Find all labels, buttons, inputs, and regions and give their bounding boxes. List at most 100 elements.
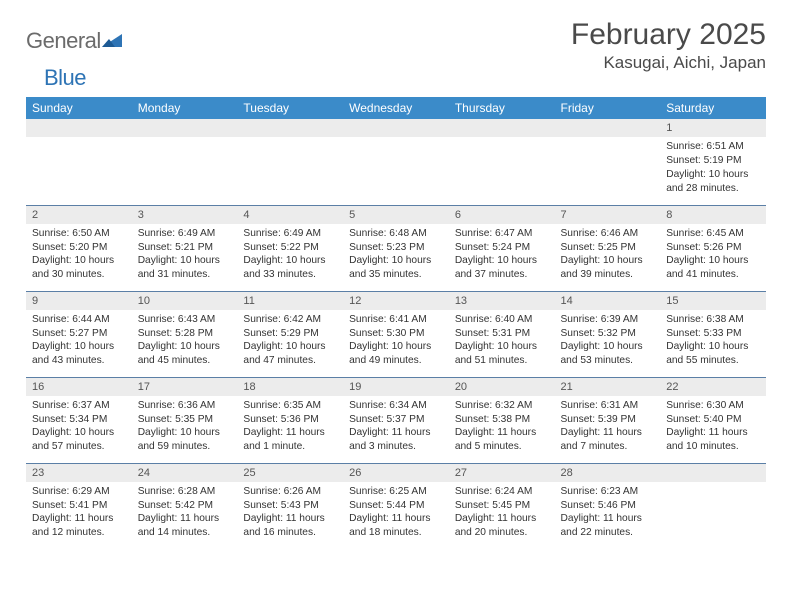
calendar-day-cell: 5Sunrise: 6:48 AMSunset: 5:23 PMDaylight… bbox=[343, 205, 449, 291]
day-details: Sunrise: 6:32 AMSunset: 5:38 PMDaylight:… bbox=[449, 396, 555, 458]
sunrise-text: Sunrise: 6:46 AM bbox=[561, 227, 655, 241]
daylight-text: Daylight: 10 hours and 31 minutes. bbox=[138, 254, 232, 282]
calendar-day-cell: 9Sunrise: 6:44 AMSunset: 5:27 PMDaylight… bbox=[26, 291, 132, 377]
sunset-text: Sunset: 5:25 PM bbox=[561, 241, 655, 255]
weekday-header-row: Sunday Monday Tuesday Wednesday Thursday… bbox=[26, 97, 766, 119]
daylight-text: Daylight: 11 hours and 5 minutes. bbox=[455, 426, 549, 454]
calendar-table: Sunday Monday Tuesday Wednesday Thursday… bbox=[26, 97, 766, 549]
day-details: Sunrise: 6:29 AMSunset: 5:41 PMDaylight:… bbox=[26, 482, 132, 544]
day-number: 16 bbox=[26, 378, 132, 396]
sunrise-text: Sunrise: 6:34 AM bbox=[349, 399, 443, 413]
sunset-text: Sunset: 5:38 PM bbox=[455, 413, 549, 427]
calendar-page: General February 2025 Kasugai, Aichi, Ja… bbox=[0, 0, 792, 549]
calendar-day-cell: 15Sunrise: 6:38 AMSunset: 5:33 PMDayligh… bbox=[660, 291, 766, 377]
sunset-text: Sunset: 5:19 PM bbox=[666, 154, 760, 168]
calendar-day-cell: 24Sunrise: 6:28 AMSunset: 5:42 PMDayligh… bbox=[132, 463, 238, 549]
sunrise-text: Sunrise: 6:32 AM bbox=[455, 399, 549, 413]
daylight-text: Daylight: 10 hours and 41 minutes. bbox=[666, 254, 760, 282]
sunset-text: Sunset: 5:41 PM bbox=[32, 499, 126, 513]
calendar-day-cell: 27Sunrise: 6:24 AMSunset: 5:45 PMDayligh… bbox=[449, 463, 555, 549]
day-number bbox=[449, 119, 555, 137]
day-details bbox=[26, 137, 132, 144]
logo-mark-icon bbox=[101, 32, 123, 50]
day-number: 19 bbox=[343, 378, 449, 396]
day-details: Sunrise: 6:23 AMSunset: 5:46 PMDaylight:… bbox=[555, 482, 661, 544]
sunset-text: Sunset: 5:34 PM bbox=[32, 413, 126, 427]
sunrise-text: Sunrise: 6:41 AM bbox=[349, 313, 443, 327]
sunrise-text: Sunrise: 6:37 AM bbox=[32, 399, 126, 413]
day-number: 10 bbox=[132, 292, 238, 310]
sunrise-text: Sunrise: 6:31 AM bbox=[561, 399, 655, 413]
calendar-day-cell bbox=[555, 119, 661, 205]
day-number: 6 bbox=[449, 206, 555, 224]
day-details: Sunrise: 6:47 AMSunset: 5:24 PMDaylight:… bbox=[449, 224, 555, 286]
sunrise-text: Sunrise: 6:50 AM bbox=[32, 227, 126, 241]
sunrise-text: Sunrise: 6:42 AM bbox=[243, 313, 337, 327]
sunset-text: Sunset: 5:39 PM bbox=[561, 413, 655, 427]
daylight-text: Daylight: 10 hours and 53 minutes. bbox=[561, 340, 655, 368]
calendar-day-cell: 23Sunrise: 6:29 AMSunset: 5:41 PMDayligh… bbox=[26, 463, 132, 549]
calendar-day-cell: 12Sunrise: 6:41 AMSunset: 5:30 PMDayligh… bbox=[343, 291, 449, 377]
calendar-day-cell: 22Sunrise: 6:30 AMSunset: 5:40 PMDayligh… bbox=[660, 377, 766, 463]
day-details: Sunrise: 6:35 AMSunset: 5:36 PMDaylight:… bbox=[237, 396, 343, 458]
sunrise-text: Sunrise: 6:44 AM bbox=[32, 313, 126, 327]
sunrise-text: Sunrise: 6:49 AM bbox=[138, 227, 232, 241]
daylight-text: Daylight: 10 hours and 33 minutes. bbox=[243, 254, 337, 282]
calendar-day-cell: 13Sunrise: 6:40 AMSunset: 5:31 PMDayligh… bbox=[449, 291, 555, 377]
sunrise-text: Sunrise: 6:38 AM bbox=[666, 313, 760, 327]
calendar-day-cell: 7Sunrise: 6:46 AMSunset: 5:25 PMDaylight… bbox=[555, 205, 661, 291]
calendar-week-row: 1Sunrise: 6:51 AMSunset: 5:19 PMDaylight… bbox=[26, 119, 766, 205]
day-details: Sunrise: 6:51 AMSunset: 5:19 PMDaylight:… bbox=[660, 137, 766, 199]
day-number: 1 bbox=[660, 119, 766, 137]
sunset-text: Sunset: 5:26 PM bbox=[666, 241, 760, 255]
calendar-week-row: 9Sunrise: 6:44 AMSunset: 5:27 PMDaylight… bbox=[26, 291, 766, 377]
daylight-text: Daylight: 10 hours and 30 minutes. bbox=[32, 254, 126, 282]
calendar-week-row: 16Sunrise: 6:37 AMSunset: 5:34 PMDayligh… bbox=[26, 377, 766, 463]
daylight-text: Daylight: 11 hours and 22 minutes. bbox=[561, 512, 655, 540]
calendar-day-cell: 6Sunrise: 6:47 AMSunset: 5:24 PMDaylight… bbox=[449, 205, 555, 291]
day-details bbox=[449, 137, 555, 144]
calendar-day-cell: 11Sunrise: 6:42 AMSunset: 5:29 PMDayligh… bbox=[237, 291, 343, 377]
sunrise-text: Sunrise: 6:28 AM bbox=[138, 485, 232, 499]
calendar-day-cell: 26Sunrise: 6:25 AMSunset: 5:44 PMDayligh… bbox=[343, 463, 449, 549]
sunset-text: Sunset: 5:40 PM bbox=[666, 413, 760, 427]
daylight-text: Daylight: 11 hours and 10 minutes. bbox=[666, 426, 760, 454]
daylight-text: Daylight: 11 hours and 20 minutes. bbox=[455, 512, 549, 540]
sunrise-text: Sunrise: 6:35 AM bbox=[243, 399, 337, 413]
sunrise-text: Sunrise: 6:39 AM bbox=[561, 313, 655, 327]
day-number: 28 bbox=[555, 464, 661, 482]
daylight-text: Daylight: 10 hours and 43 minutes. bbox=[32, 340, 126, 368]
sunset-text: Sunset: 5:21 PM bbox=[138, 241, 232, 255]
sunset-text: Sunset: 5:43 PM bbox=[243, 499, 337, 513]
calendar-day-cell: 3Sunrise: 6:49 AMSunset: 5:21 PMDaylight… bbox=[132, 205, 238, 291]
day-number: 4 bbox=[237, 206, 343, 224]
calendar-day-cell: 28Sunrise: 6:23 AMSunset: 5:46 PMDayligh… bbox=[555, 463, 661, 549]
calendar-day-cell: 18Sunrise: 6:35 AMSunset: 5:36 PMDayligh… bbox=[237, 377, 343, 463]
day-details: Sunrise: 6:49 AMSunset: 5:21 PMDaylight:… bbox=[132, 224, 238, 286]
day-number: 13 bbox=[449, 292, 555, 310]
day-number: 21 bbox=[555, 378, 661, 396]
sunrise-text: Sunrise: 6:24 AM bbox=[455, 485, 549, 499]
sunset-text: Sunset: 5:42 PM bbox=[138, 499, 232, 513]
daylight-text: Daylight: 10 hours and 59 minutes. bbox=[138, 426, 232, 454]
day-number: 24 bbox=[132, 464, 238, 482]
day-details: Sunrise: 6:41 AMSunset: 5:30 PMDaylight:… bbox=[343, 310, 449, 372]
daylight-text: Daylight: 10 hours and 47 minutes. bbox=[243, 340, 337, 368]
weekday-header: Monday bbox=[132, 97, 238, 119]
day-number: 9 bbox=[26, 292, 132, 310]
day-number bbox=[132, 119, 238, 137]
daylight-text: Daylight: 10 hours and 35 minutes. bbox=[349, 254, 443, 282]
day-details: Sunrise: 6:40 AMSunset: 5:31 PMDaylight:… bbox=[449, 310, 555, 372]
daylight-text: Daylight: 10 hours and 55 minutes. bbox=[666, 340, 760, 368]
day-details: Sunrise: 6:44 AMSunset: 5:27 PMDaylight:… bbox=[26, 310, 132, 372]
sunset-text: Sunset: 5:29 PM bbox=[243, 327, 337, 341]
calendar-day-cell: 17Sunrise: 6:36 AMSunset: 5:35 PMDayligh… bbox=[132, 377, 238, 463]
daylight-text: Daylight: 10 hours and 28 minutes. bbox=[666, 168, 760, 196]
daylight-text: Daylight: 11 hours and 18 minutes. bbox=[349, 512, 443, 540]
calendar-day-cell: 1Sunrise: 6:51 AMSunset: 5:19 PMDaylight… bbox=[660, 119, 766, 205]
day-details: Sunrise: 6:37 AMSunset: 5:34 PMDaylight:… bbox=[26, 396, 132, 458]
calendar-day-cell: 20Sunrise: 6:32 AMSunset: 5:38 PMDayligh… bbox=[449, 377, 555, 463]
day-number: 15 bbox=[660, 292, 766, 310]
day-details: Sunrise: 6:25 AMSunset: 5:44 PMDaylight:… bbox=[343, 482, 449, 544]
calendar-day-cell bbox=[237, 119, 343, 205]
